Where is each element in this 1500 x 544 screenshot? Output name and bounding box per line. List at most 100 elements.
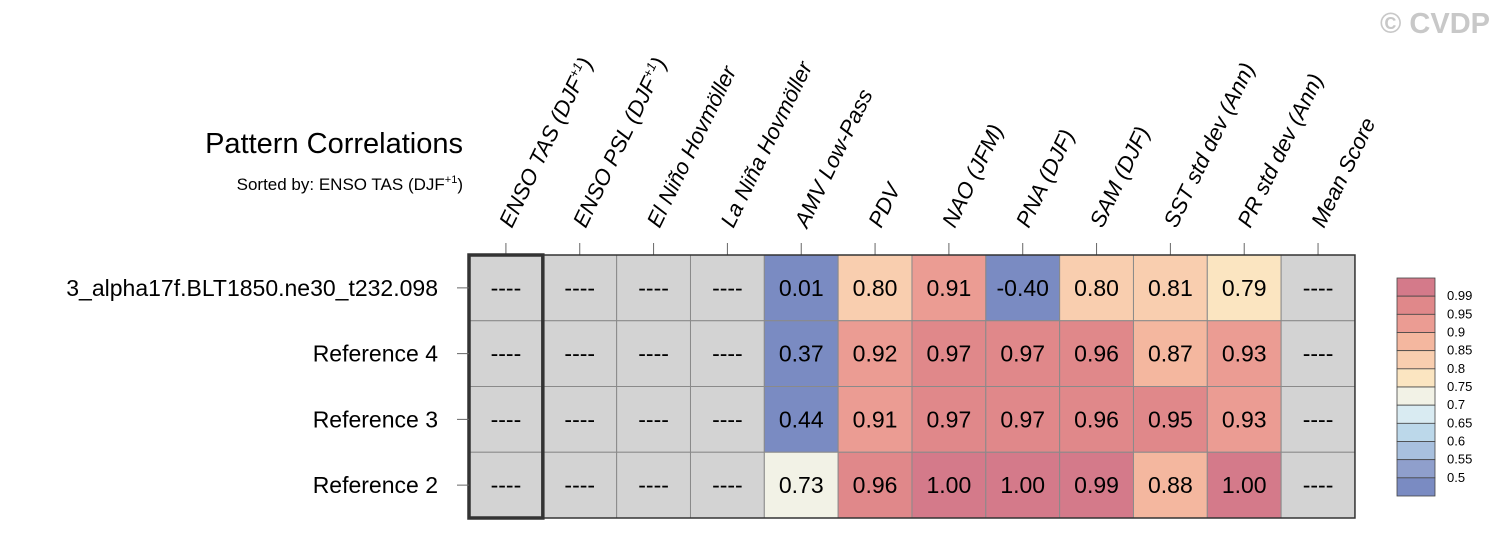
cell-value-label: 0.91 [853,406,898,432]
cell-value-label: 0.97 [927,341,972,367]
cell-value-label: 0.93 [1222,341,1267,367]
cell-value-label: 0.96 [853,472,898,498]
chart-subtitle: Sorted by: ENSO TAS (DJF+1) [237,174,463,194]
column-labels: ENSO TAS (DJF+1)ENSO PSL (DJF+1)El Niño … [494,53,1381,255]
cell-value-label: 0.97 [1000,406,1045,432]
cell-value-label: ---- [638,472,669,498]
heatmap-cell [689,254,765,322]
cell-value-label: ---- [1303,341,1334,367]
heatmap-cell [763,254,839,322]
cell-value-label: 0.01 [779,275,824,301]
column-label: SAM (DJF) [1085,122,1155,231]
cell-value-label: 0.97 [927,406,972,432]
sorted-column-highlight [467,253,545,520]
heatmap-cell [837,386,913,453]
heatmap-cell [616,386,691,453]
cell-value-label: 1.00 [927,472,972,498]
cell-value-label: 0.80 [1074,275,1119,301]
colorbar-segment [1396,277,1436,297]
heatmap-cell [616,254,691,322]
colorbar-segment [1396,459,1436,479]
cell-value-label: ---- [638,341,669,367]
cell-value-label: ---- [564,341,595,367]
heatmap-cell [1059,254,1134,322]
colorbar-label: 0.55 [1447,452,1472,467]
heatmap-cell [468,386,544,453]
heatmap-cell [1132,386,1208,453]
heatmap-cell [985,254,1061,322]
colorbar-label: 0.6 [1447,434,1465,449]
colorbar-segment [1396,477,1436,497]
cell-value-label: 0.96 [1074,341,1119,367]
cell-value-label: ---- [491,472,522,498]
cell-value-label: ---- [491,341,522,367]
colorbar: 0.99 0.95 0.9 0.85 0.8 0.75 0.7 0.65 0.6 0.55 0.5 [1396,277,1472,497]
colorbar-label: 0.99 [1447,288,1472,303]
heatmap-cell [1280,386,1356,453]
cell-value-label: 0.95 [1148,406,1193,432]
cell-value-label: 1.00 [1000,472,1045,498]
heatmap-cell [1206,320,1282,387]
heatmap-cell [1132,320,1208,387]
colorbar-segment [1396,350,1436,370]
heatmap-cell [689,386,765,453]
cell-value-label: ---- [564,406,595,432]
colorbar-segment [1396,295,1436,315]
chart-title: Pattern Correlations [205,128,463,160]
heatmap-cell [837,320,913,387]
heatmap-cell [616,320,691,387]
cell-value-label: 0.73 [779,472,824,498]
cell-value-label: 0.79 [1222,275,1267,301]
cell-value-label: 0.93 [1222,406,1267,432]
column-label: NAO (JFM) [937,120,1008,231]
heatmap-cell [1059,451,1134,519]
cell-value-label: ---- [1303,472,1334,498]
row-label: Reference 4 [313,341,439,367]
cell-value-label: 0.88 [1148,472,1193,498]
row-labels: 3_alpha17f.BLT1850.ne30_t232.098 Referenc… [66,275,469,498]
cell-value-label: -0.40 [997,275,1049,301]
cell-value-label: 0.44 [779,406,824,432]
heatmap-cell [1132,254,1208,322]
cell-value-label: 0.81 [1148,275,1193,301]
cell-value-label: 0.37 [779,341,824,367]
colorbar-label: 0.8 [1447,361,1465,376]
colorbar-segment [1396,386,1436,406]
colorbar-segment [1396,422,1436,442]
cell-value-label: ---- [564,472,595,498]
heatmap-cell [1206,451,1282,519]
cell-value-label: ---- [638,406,669,432]
row-label: Reference 3 [313,406,438,432]
heatmap-cell [985,386,1061,453]
cell-value-label: 0.96 [1074,406,1119,432]
cell-value-label: 0.87 [1148,341,1193,367]
cell-value-label: ---- [564,275,595,301]
cell-value-label: 0.97 [1000,341,1045,367]
cell-value-label: ---- [712,406,743,432]
colorbar-segment [1396,368,1436,388]
heatmap-cell [542,320,618,387]
cell-value-label: ---- [712,472,743,498]
colorbar-label: 0.9 [1447,325,1465,340]
cell-value-label: ---- [1303,275,1334,301]
row-label: 3_alpha17f.BLT1850.ne30_t232.098 [66,275,438,301]
colorbar-label: 0.5 [1447,470,1465,485]
heatmap-cell [911,451,987,519]
heatmap-cell [689,320,765,387]
cell-value-label: 1.00 [1222,472,1267,498]
cell-value-label: 0.92 [853,341,898,367]
colorbar-label: 0.7 [1447,397,1465,412]
column-label: Mean Score [1306,114,1380,232]
cell-value-label: ---- [1303,406,1334,432]
heatmap-cell [1280,254,1356,322]
heatmap-cell [1280,451,1356,519]
heatmap-cell [837,451,913,519]
colorbar-label: 0.75 [1447,379,1472,394]
colorbar-segment [1396,332,1436,352]
cell-value-label: ---- [491,275,522,301]
heatmap-cell [689,451,765,519]
heatmap-cell [911,320,987,387]
colorbar-label: 0.95 [1447,306,1472,321]
